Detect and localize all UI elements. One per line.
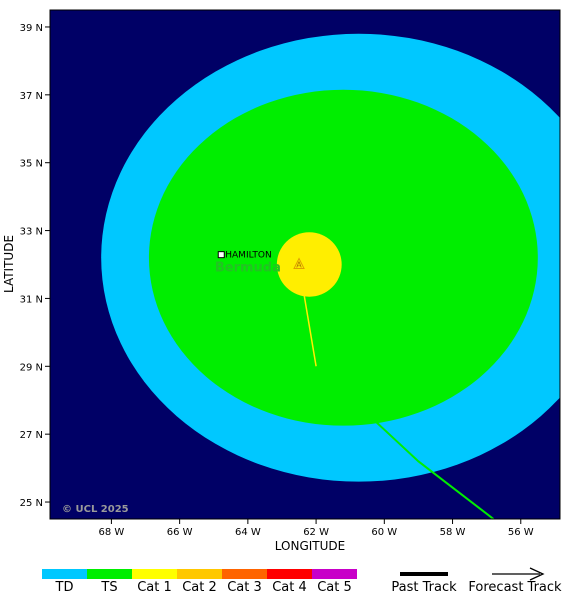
storm-marker-icon [293,257,305,269]
wind-field-layer [101,33,560,482]
legend-label-td: TD [55,580,74,595]
legend-swatch-cat-2 [177,569,222,579]
island-label: Bermuda [215,260,281,275]
storm-marker-symbol: A [296,261,302,270]
map-frame [49,9,561,520]
legend-label-cat-5: Cat 5 [317,580,352,595]
legend-label-cat-2: Cat 2 [182,580,217,595]
y-tick-label: 39 N [20,23,43,34]
y-tick-label: 33 N [20,227,43,238]
past-track-cat1-segment [298,264,317,367]
legend-swatch-cat-1 [132,569,177,579]
x-axis-title: LONGITUDE [275,539,345,553]
legend-label-cat-3: Cat 3 [227,580,262,595]
x-tick-label: 66 W [167,527,193,538]
y-tick-label: 31 N [20,294,43,305]
past-track-ts-segment [315,365,495,519]
x-tick-label: 64 W [235,527,261,538]
forecast-track-legend-label: Forecast Track [468,580,562,595]
x-tick-label: 58 W [440,527,466,538]
y-tick-label: 25 N [20,498,43,509]
legend-swatch-cat-4 [267,569,312,579]
track-layer: A [293,257,495,519]
wind-field-cat-1 [276,232,342,297]
copyright-notice: © UCL 2025 [62,504,129,515]
legend-label-ts: TS [100,580,117,595]
axis-ticks: 68 W 66 W 64 W 62 W 60 W 58 W 56 W 25 N 27 N 29 N… [20,23,534,538]
wind-field-ts [148,89,538,426]
forecast-arrow-icon [529,567,545,581]
y-tick-label: 29 N [20,362,43,373]
x-tick-label: 62 W [303,527,329,538]
past-track-legend-label: Past Track [391,580,457,595]
category-legend: TD TS Cat 1 Cat 2 Cat 3 Cat 4 Cat 5 [42,569,357,595]
legend-swatch-ts [87,569,132,579]
legend-label-cat-4: Cat 4 [272,580,307,595]
y-axis-title: LATITUDE [2,235,16,293]
y-tick-label: 35 N [20,159,43,170]
y-tick-label: 37 N [20,91,43,102]
y-tick-label: 27 N [20,430,43,441]
legend-swatch-cat-3 [222,569,267,579]
past-track-legend: Past Track [391,572,457,595]
legend-swatch-cat-5 [312,569,357,579]
x-tick-label: 60 W [371,527,397,538]
city-label: HAMILTON [225,251,271,261]
x-tick-label: 68 W [99,527,125,538]
legend-label-cat-1: Cat 1 [137,580,172,595]
forecast-track-legend: Forecast Track [468,567,562,595]
legend-swatch-td [42,569,87,579]
city-marker-icon [217,251,225,259]
x-tick-label: 56 W [508,527,534,538]
